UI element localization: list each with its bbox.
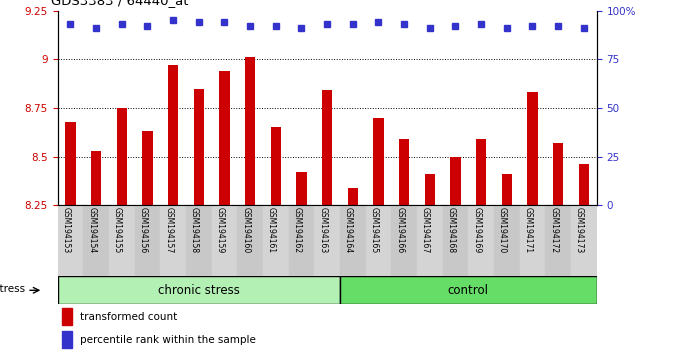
Bar <box>545 205 571 276</box>
Text: GSM194161: GSM194161 <box>267 207 276 253</box>
FancyBboxPatch shape <box>340 276 597 304</box>
Bar <box>135 205 160 276</box>
Bar <box>65 122 76 205</box>
Bar <box>443 205 468 276</box>
Bar <box>289 205 315 276</box>
Bar <box>374 118 384 205</box>
Bar <box>553 143 563 205</box>
Bar <box>296 172 306 205</box>
Bar <box>194 88 204 205</box>
Bar <box>168 65 178 205</box>
Bar <box>186 205 212 276</box>
Bar <box>245 57 255 205</box>
Bar <box>365 205 391 276</box>
Text: GSM194165: GSM194165 <box>370 207 378 253</box>
Text: GDS3383 / 64440_at: GDS3383 / 64440_at <box>51 0 188 7</box>
Text: chronic stress: chronic stress <box>158 284 240 297</box>
Bar <box>271 127 281 205</box>
Bar <box>62 308 72 325</box>
Bar <box>399 139 410 205</box>
Text: GSM194157: GSM194157 <box>164 207 173 253</box>
Bar <box>142 131 153 205</box>
Bar <box>315 205 340 276</box>
Bar <box>502 174 512 205</box>
Text: GSM194154: GSM194154 <box>87 207 96 253</box>
Bar <box>219 71 230 205</box>
Text: GSM194171: GSM194171 <box>523 207 532 253</box>
Text: GSM194156: GSM194156 <box>138 207 147 253</box>
Text: control: control <box>447 284 489 297</box>
Bar <box>578 164 589 205</box>
Bar <box>117 108 127 205</box>
Bar <box>527 92 538 205</box>
Bar <box>450 156 460 205</box>
Text: GSM194160: GSM194160 <box>241 207 250 253</box>
Text: GSM194167: GSM194167 <box>421 207 430 253</box>
Bar <box>340 205 365 276</box>
Text: GSM194172: GSM194172 <box>549 207 558 253</box>
Bar <box>58 205 83 276</box>
Text: GSM194170: GSM194170 <box>498 207 506 253</box>
Text: GSM194169: GSM194169 <box>472 207 481 253</box>
Bar <box>160 205 186 276</box>
Bar <box>237 205 263 276</box>
Bar <box>91 151 101 205</box>
Text: GSM194158: GSM194158 <box>190 207 199 253</box>
Bar <box>476 139 486 205</box>
Bar <box>494 205 519 276</box>
Bar <box>348 188 358 205</box>
Text: transformed count: transformed count <box>80 312 178 322</box>
Bar <box>468 205 494 276</box>
Bar <box>519 205 545 276</box>
Text: stress: stress <box>0 284 26 294</box>
FancyBboxPatch shape <box>58 276 340 304</box>
Text: GSM194163: GSM194163 <box>318 207 327 253</box>
Text: GSM194153: GSM194153 <box>62 207 71 253</box>
Bar <box>424 174 435 205</box>
Text: GSM194155: GSM194155 <box>113 207 122 253</box>
Text: GSM194173: GSM194173 <box>575 207 584 253</box>
Text: GSM194164: GSM194164 <box>344 207 353 253</box>
Bar <box>109 205 135 276</box>
Bar <box>263 205 289 276</box>
Bar <box>322 91 332 205</box>
Text: GSM194168: GSM194168 <box>447 207 456 253</box>
Bar <box>417 205 443 276</box>
Bar <box>83 205 109 276</box>
Bar <box>391 205 417 276</box>
Bar <box>62 331 72 348</box>
Text: GSM194166: GSM194166 <box>395 207 404 253</box>
Bar <box>571 205 597 276</box>
Text: GSM194159: GSM194159 <box>216 207 224 253</box>
Text: GSM194162: GSM194162 <box>292 207 302 253</box>
Text: percentile rank within the sample: percentile rank within the sample <box>80 335 256 345</box>
Bar <box>212 205 237 276</box>
